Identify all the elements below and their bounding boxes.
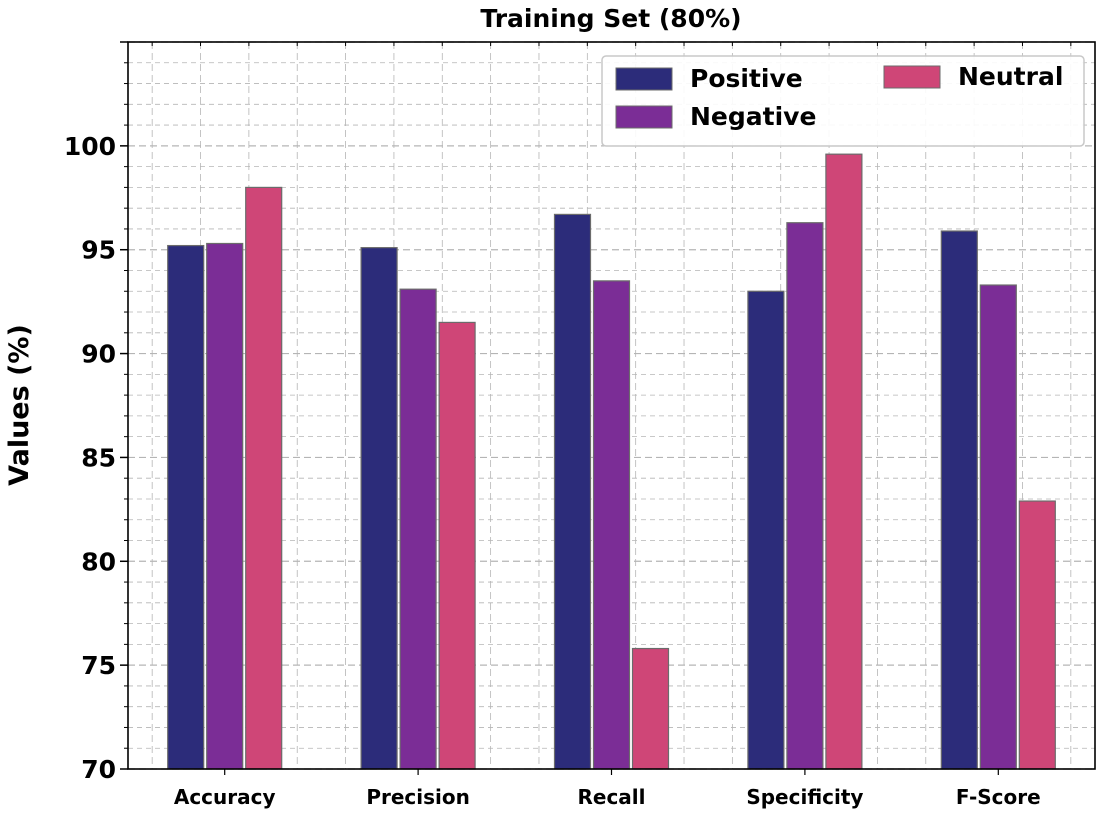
axes: Accuracy Precision Recall Specificity F-Scor… — [64, 41, 1096, 809]
bar-negative-recall — [592, 280, 631, 770]
legend-label-negative: Negative — [690, 102, 816, 131]
bar-positive-precision — [360, 247, 398, 770]
bar-negative-accuracy — [206, 242, 244, 770]
y-axis-label: Values (%) — [4, 324, 35, 486]
bar-neutral-accuracy — [245, 186, 283, 770]
legend-swatch-positive — [615, 67, 673, 91]
bar-positive-specificity — [747, 290, 785, 770]
bar-negative-f-score — [979, 284, 1017, 770]
y-tick-label: 95 — [81, 236, 116, 265]
legend-label-positive: Positive — [690, 64, 803, 93]
bar-negative-precision — [399, 288, 437, 770]
bar-positive-f-score — [940, 230, 978, 770]
y-tick-label: 100 — [64, 132, 116, 161]
y-tick-label: 70 — [81, 755, 116, 784]
bar-negative-specificity — [786, 222, 824, 770]
legend-label-neutral: Neutral — [958, 62, 1063, 91]
x-tick-label: Specificity — [746, 785, 863, 809]
y-tick-label: 80 — [81, 547, 116, 576]
legend-box — [601, 55, 1085, 147]
legend-swatch-neutral — [883, 65, 941, 89]
y-tick-label: 90 — [81, 340, 116, 369]
x-tick-label: F-Score — [956, 785, 1041, 809]
bar-neutral-specificity — [825, 153, 863, 770]
y-tick-label: 75 — [81, 651, 116, 680]
legend: Positive Negative Neutral — [601, 55, 1085, 147]
x-tick-label: Recall — [577, 785, 645, 809]
bars — [167, 153, 1056, 770]
plot-frame — [127, 41, 1096, 770]
bar-neutral-recall — [631, 647, 670, 770]
x-tick-label: Precision — [366, 785, 470, 809]
x-tick-label: Accuracy — [174, 785, 276, 809]
bar-neutral-f-score — [1018, 500, 1056, 770]
bar-neutral-precision — [438, 321, 476, 770]
y-tick-label: 85 — [81, 443, 116, 472]
bar-positive-accuracy — [167, 244, 205, 770]
bar-positive-recall — [553, 213, 592, 770]
legend-swatch-negative — [615, 105, 673, 129]
chart-title: Training Set (80%) — [480, 4, 741, 33]
